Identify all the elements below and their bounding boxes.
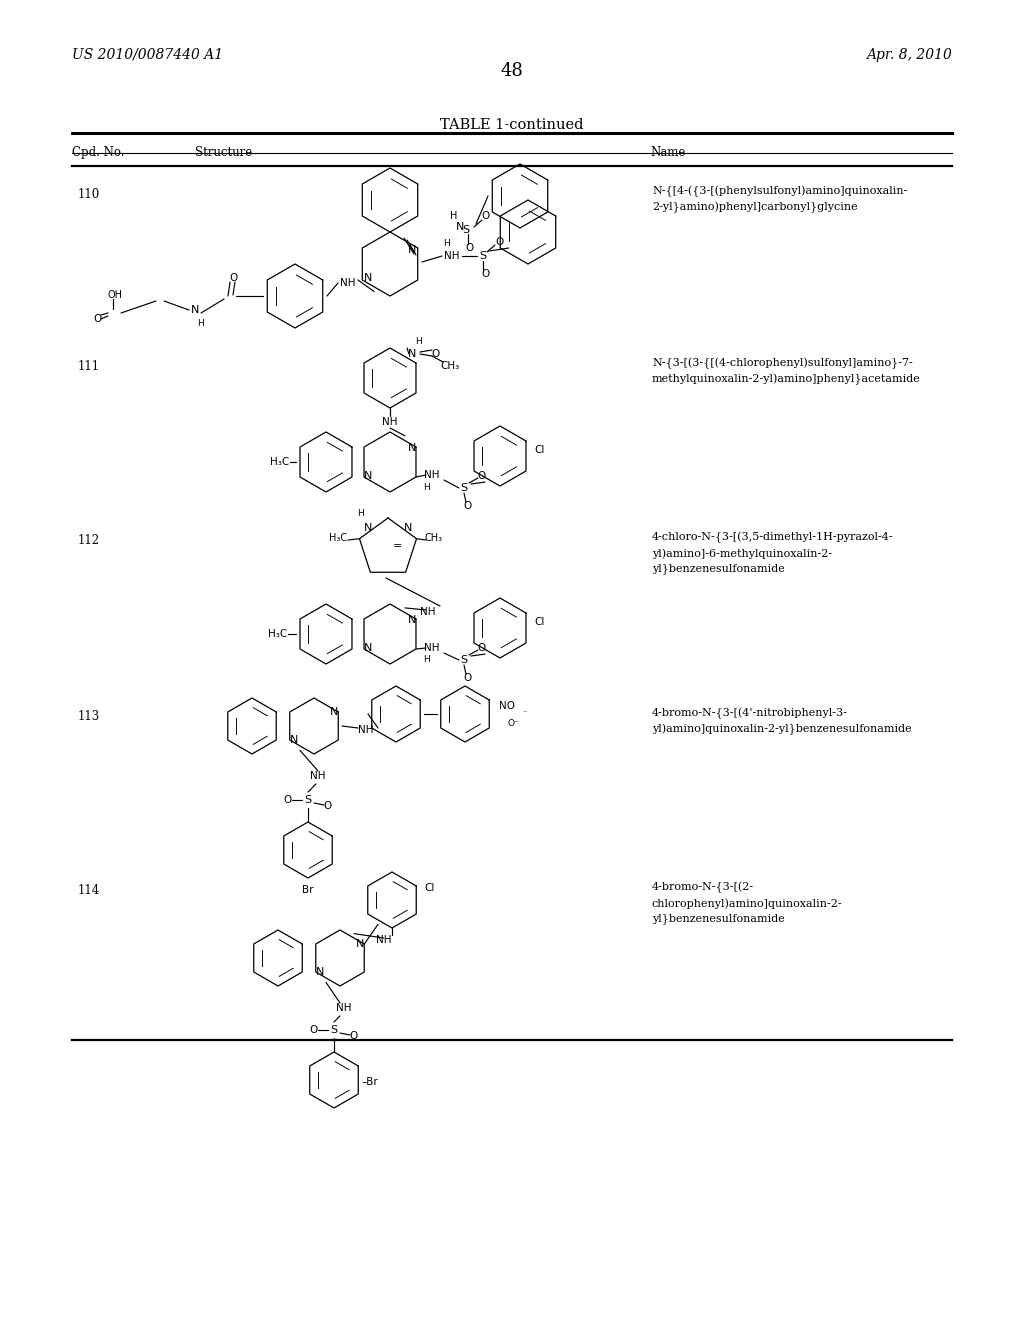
Text: O: O [93, 314, 101, 323]
Text: O: O [482, 211, 490, 220]
Text: H₃C: H₃C [329, 533, 347, 543]
Text: H: H [415, 338, 421, 346]
Text: N: N [364, 643, 372, 653]
Text: N: N [403, 523, 413, 533]
Text: N: N [408, 246, 416, 255]
Text: CH₃: CH₃ [440, 360, 460, 371]
Text: Name: Name [650, 147, 685, 158]
Text: N: N [355, 939, 365, 949]
Text: NH: NH [340, 279, 355, 288]
Text: O⁻: O⁻ [507, 719, 519, 729]
Text: Cl: Cl [425, 883, 435, 894]
Text: O: O [481, 269, 489, 279]
Text: N: N [364, 471, 372, 480]
Text: S: S [479, 251, 486, 261]
Text: TABLE 1-continued: TABLE 1-continued [440, 117, 584, 132]
Text: 48: 48 [501, 62, 523, 81]
Text: 4-bromo-N-{3-[(2-
chlorophenyl)amino]quinoxalin-2-
yl}benzenesulfonamide: 4-bromo-N-{3-[(2- chlorophenyl)amino]qui… [652, 882, 843, 924]
Text: NH: NH [444, 251, 460, 261]
Text: O: O [478, 643, 486, 653]
Text: O: O [229, 273, 238, 282]
Text: OH: OH [108, 290, 123, 300]
Text: H: H [423, 483, 429, 491]
Text: O: O [478, 471, 486, 480]
Text: H: H [451, 211, 458, 220]
Text: S: S [461, 483, 468, 492]
Text: 4-bromo-N-{3-[(4'-nitrobiphenyl-3-
yl)amino]quinoxalin-2-yl}benzenesulfonamide: 4-bromo-N-{3-[(4'-nitrobiphenyl-3- yl)am… [652, 708, 911, 735]
Text: N: N [190, 305, 200, 315]
Text: ⁻: ⁻ [523, 709, 527, 718]
Text: NH: NH [424, 643, 439, 653]
Text: N: N [290, 735, 298, 744]
Text: H₃C: H₃C [268, 630, 288, 639]
Text: S: S [331, 1026, 338, 1035]
Text: H: H [356, 510, 364, 519]
Text: N: N [330, 708, 338, 717]
Text: 114: 114 [78, 884, 100, 898]
Text: NH: NH [336, 1003, 352, 1012]
Text: N: N [408, 615, 416, 624]
Text: N: N [364, 273, 372, 282]
Text: O: O [284, 795, 292, 805]
Text: H₃C: H₃C [270, 457, 290, 467]
Text: N: N [315, 968, 325, 977]
Text: NH: NH [310, 771, 326, 781]
Text: O: O [464, 673, 472, 682]
Text: NH: NH [382, 417, 397, 426]
Text: Cpd. No.: Cpd. No. [72, 147, 125, 158]
Text: 113: 113 [78, 710, 100, 723]
Text: Structure: Structure [195, 147, 252, 158]
Text: O: O [466, 243, 474, 253]
Text: –Br: –Br [361, 1077, 379, 1086]
Text: 111: 111 [78, 360, 100, 374]
Text: O: O [310, 1026, 318, 1035]
Text: S: S [463, 224, 470, 235]
Text: N-{[4-({3-[(phenylsulfonyl)amino]quinoxalin-
2-yl}amino)phenyl]carbonyl}glycine: N-{[4-({3-[(phenylsulfonyl)amino]quinoxa… [652, 186, 907, 214]
Text: 4-chloro-N-{3-[(3,5-dimethyl-1H-pyrazol-4-
yl)amino]-6-methylquinoxalin-2-
yl}be: 4-chloro-N-{3-[(3,5-dimethyl-1H-pyrazol-… [652, 532, 894, 574]
Text: =: = [393, 541, 402, 550]
Text: N: N [408, 444, 416, 453]
Text: NH: NH [424, 470, 439, 480]
Text: NH: NH [376, 935, 392, 945]
Text: 110: 110 [78, 187, 100, 201]
Text: NH: NH [358, 725, 374, 735]
Text: US 2010/0087440 A1: US 2010/0087440 A1 [72, 48, 223, 62]
Text: H: H [442, 239, 450, 248]
Text: Apr. 8, 2010: Apr. 8, 2010 [866, 48, 952, 62]
Text: O: O [464, 502, 472, 511]
Text: O: O [350, 1031, 358, 1041]
Text: H: H [423, 656, 429, 664]
Text: O: O [324, 801, 332, 810]
Text: N: N [408, 348, 416, 359]
Text: N: N [364, 523, 372, 533]
Text: Cl: Cl [535, 616, 545, 627]
Text: O: O [432, 348, 440, 359]
Text: N: N [456, 222, 464, 232]
Text: CH₃: CH₃ [425, 533, 443, 543]
Text: H: H [197, 318, 204, 327]
Text: Cl: Cl [535, 445, 545, 455]
Text: Br: Br [302, 884, 313, 895]
Text: NH: NH [420, 607, 436, 616]
Text: 112: 112 [78, 535, 100, 546]
Text: NO: NO [499, 701, 515, 711]
Text: O: O [495, 238, 503, 247]
Text: N-{3-[(3-{[(4-chlorophenyl)sulfonyl]amino}-7-
methylquinoxalin-2-yl)amino]phenyl: N-{3-[(3-{[(4-chlorophenyl)sulfonyl]amin… [652, 358, 921, 385]
Text: S: S [461, 655, 468, 665]
Text: S: S [304, 795, 311, 805]
